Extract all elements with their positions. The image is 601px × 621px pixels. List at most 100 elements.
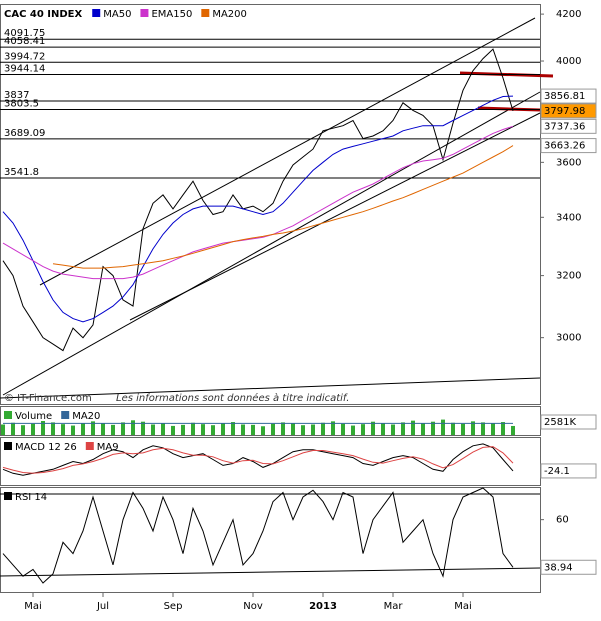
value-tag: 3737.36 bbox=[544, 121, 585, 132]
legend-swatch bbox=[201, 9, 210, 17]
volume-bar bbox=[61, 424, 65, 435]
value-tag-box bbox=[540, 559, 597, 575]
volume-bar bbox=[441, 419, 445, 435]
volume-bar bbox=[191, 422, 195, 435]
volume-bar bbox=[181, 424, 185, 435]
y-tick-label: 3200 bbox=[556, 271, 581, 282]
legend-swatch bbox=[4, 411, 12, 419]
volume-bar bbox=[21, 425, 25, 435]
volume-bar bbox=[1, 424, 5, 435]
volume-bar bbox=[31, 423, 35, 435]
value-tag-box bbox=[540, 103, 597, 119]
volume-bar bbox=[251, 424, 255, 435]
volume-bar bbox=[351, 425, 355, 435]
channel-line bbox=[2, 91, 541, 396]
disclaimer: Les informations sont données à titre in… bbox=[116, 392, 349, 404]
value-tag: 2581K bbox=[544, 417, 576, 428]
volume-bar bbox=[41, 421, 45, 435]
series-line bbox=[2, 446, 514, 474]
y-tick-label: 3000 bbox=[556, 333, 581, 344]
level-label: 3541.8 bbox=[4, 167, 39, 178]
y-tick-label: 3400 bbox=[556, 212, 581, 223]
level-label: 3837 bbox=[4, 90, 29, 101]
y-tick-label: 4000 bbox=[556, 56, 581, 67]
volume-bar bbox=[381, 423, 385, 435]
legend-label: EMA150 bbox=[151, 9, 192, 20]
x-tick-label: Jul bbox=[96, 601, 109, 612]
volume-bar bbox=[331, 421, 335, 435]
value-tag: 3856.81 bbox=[544, 91, 585, 102]
legend-swatch bbox=[140, 9, 149, 17]
value-tag: -24.1 bbox=[544, 466, 570, 477]
volume-bar bbox=[501, 422, 505, 435]
legend-label: RSI 14 bbox=[15, 492, 47, 503]
x-tick-label: Nov bbox=[243, 601, 263, 612]
legend-label: MACD 12 26 bbox=[15, 442, 77, 453]
level-label: 4091.75 bbox=[4, 28, 45, 39]
volume-bar bbox=[361, 424, 365, 435]
series-line bbox=[2, 125, 514, 280]
volume-bar bbox=[391, 424, 395, 435]
volume-bar bbox=[401, 422, 405, 435]
copyright: © IT-Finance.com bbox=[4, 393, 92, 404]
rsi-trend-line bbox=[0, 567, 541, 577]
channel-line bbox=[129, 112, 541, 321]
level-label: 3803.5 bbox=[4, 98, 39, 109]
x-tick-label: Sep bbox=[164, 601, 183, 612]
volume-bar bbox=[411, 420, 415, 435]
rsi-frame bbox=[0, 487, 541, 593]
volume-bar bbox=[271, 423, 275, 435]
series-line bbox=[52, 145, 514, 269]
volume-bar bbox=[481, 422, 485, 435]
volume-bar bbox=[111, 424, 115, 435]
value-tag-box bbox=[540, 463, 597, 479]
channel-line bbox=[0, 377, 541, 399]
legend-label: Volume bbox=[15, 411, 52, 422]
volume-bar bbox=[161, 423, 165, 435]
legend-swatch bbox=[4, 492, 12, 500]
value-tag-box bbox=[540, 88, 597, 104]
value-tag-box bbox=[540, 118, 597, 134]
legend-swatch bbox=[85, 442, 94, 450]
price-frame bbox=[0, 4, 541, 405]
plot-layer: 30003200340036003800400042004091.754058.… bbox=[0, 9, 597, 612]
volume-bar bbox=[371, 421, 375, 435]
y-tick-label: 3600 bbox=[556, 157, 581, 168]
value-tag: 3663.26 bbox=[544, 141, 585, 152]
volume-bar bbox=[211, 425, 215, 435]
volume-bar bbox=[261, 426, 265, 435]
series-line bbox=[2, 487, 514, 584]
x-tick-label: Mai bbox=[24, 601, 42, 612]
x-tick-label: Mar bbox=[384, 601, 404, 612]
volume-bar bbox=[91, 421, 95, 435]
volume-bar bbox=[131, 420, 135, 435]
volume-bar bbox=[431, 421, 435, 435]
volume-bar bbox=[81, 423, 85, 435]
volume-bar bbox=[121, 422, 125, 435]
value-tag-box bbox=[540, 138, 597, 154]
series-line bbox=[2, 48, 514, 352]
chart-title: CAC 40 INDEX bbox=[4, 9, 83, 20]
macd-frame bbox=[0, 437, 541, 486]
volume-bar bbox=[141, 421, 145, 435]
volume-bar bbox=[461, 423, 465, 435]
legend-label: MA50 bbox=[103, 9, 131, 20]
x-tick-label: 2013 bbox=[309, 601, 337, 612]
volume-bar bbox=[291, 423, 295, 435]
y-tick-label: 60 bbox=[556, 515, 569, 526]
x-tick-label: Mai bbox=[454, 601, 472, 612]
level-label: 4058.41 bbox=[4, 36, 45, 47]
volume-bar bbox=[11, 422, 15, 435]
volume-bar bbox=[281, 422, 285, 435]
series-line bbox=[2, 443, 514, 476]
volume-bar bbox=[511, 425, 515, 435]
legend-swatch bbox=[4, 442, 12, 450]
volume-bar bbox=[201, 424, 205, 435]
legend-swatch bbox=[61, 411, 70, 419]
volume-bar bbox=[491, 423, 495, 435]
legend-label: MA20 bbox=[72, 411, 100, 422]
level-label: 3994.72 bbox=[4, 51, 45, 62]
value-tag: 3797.98 bbox=[544, 106, 585, 117]
legend-label: MA9 bbox=[97, 442, 119, 453]
